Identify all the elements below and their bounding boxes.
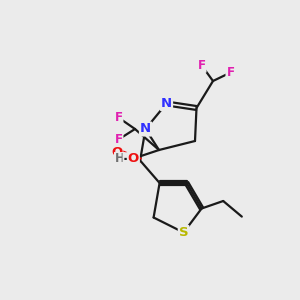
Text: N: N <box>140 122 151 136</box>
Text: ·: · <box>123 152 128 166</box>
Text: F: F <box>115 133 122 146</box>
Text: F: F <box>226 66 234 79</box>
Text: O: O <box>111 146 122 159</box>
Text: F: F <box>198 59 206 72</box>
Text: S: S <box>179 226 188 239</box>
Text: H: H <box>115 152 124 166</box>
Text: O: O <box>128 152 139 166</box>
Text: N: N <box>161 97 172 110</box>
Text: F: F <box>115 111 122 124</box>
